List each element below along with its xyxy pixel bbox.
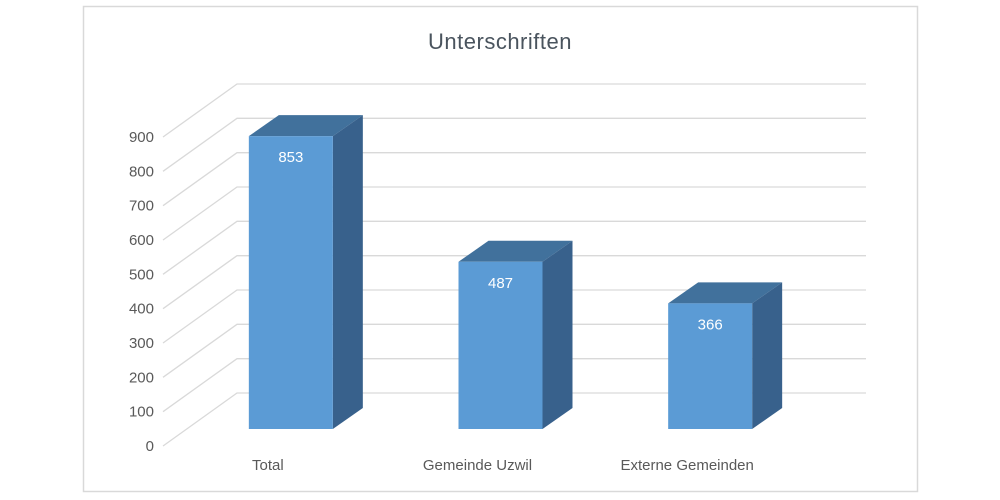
bar-externe-gemeinden[interactable]: 366 xyxy=(668,282,783,429)
chart-title: Unterschriften xyxy=(428,29,572,54)
bar-front-face xyxy=(458,261,543,429)
y-tick-label-800: 800 xyxy=(129,163,154,180)
x-category-label-externe-gemeinden: Externe Gemeinden xyxy=(620,457,753,474)
y-tick-label-500: 500 xyxy=(129,266,154,283)
bar-value-label: 366 xyxy=(698,316,723,333)
bar-side-face xyxy=(332,115,363,430)
gridline-800 xyxy=(162,117,866,172)
bars-layer: 853 487 366 xyxy=(248,115,783,430)
y-tick-label-300: 300 xyxy=(129,335,154,352)
bar-total[interactable]: 853 xyxy=(248,115,363,430)
bar-gemeinde-uzwil[interactable]: 487 xyxy=(458,240,573,429)
y-tick-label-700: 700 xyxy=(129,198,154,215)
bar-value-label: 853 xyxy=(278,149,303,166)
y-tick-label-100: 100 xyxy=(129,404,154,421)
bar-top-face xyxy=(668,282,783,304)
gridline-200 xyxy=(162,323,866,378)
gridline-300 xyxy=(162,289,866,344)
x-category-label-gemeinde-uzwil: Gemeinde Uzwil xyxy=(423,457,532,474)
gridline-400 xyxy=(162,255,866,310)
gridline-100 xyxy=(162,358,866,413)
y-tick-label-200: 200 xyxy=(129,369,154,386)
bar-front-face xyxy=(668,303,753,429)
bar-top-face xyxy=(458,240,573,262)
bar-value-label: 487 xyxy=(488,275,513,292)
gridline-0 xyxy=(162,392,866,447)
y-axis-tick-labels: 0 100 200 300 400 500 600 700 800 900 xyxy=(129,129,154,455)
bar-side-face xyxy=(752,282,783,429)
y-tick-label-600: 600 xyxy=(129,232,154,249)
gridlines-layer xyxy=(162,83,866,447)
x-category-label-total: Total xyxy=(252,457,284,474)
bar-top-face xyxy=(248,115,363,137)
y-tick-label-900: 900 xyxy=(129,129,154,146)
gridline-900 xyxy=(162,83,866,138)
y-tick-label-0: 0 xyxy=(146,438,154,455)
gridline-500 xyxy=(162,220,866,275)
y-tick-label-400: 400 xyxy=(129,301,154,318)
bar-front-face xyxy=(248,136,333,430)
gridline-700 xyxy=(162,152,866,207)
x-axis-category-labels: Total Gemeinde Uzwil Externe Gemeinden xyxy=(252,457,754,474)
bar-side-face xyxy=(542,240,573,429)
gridline-600 xyxy=(162,186,866,241)
